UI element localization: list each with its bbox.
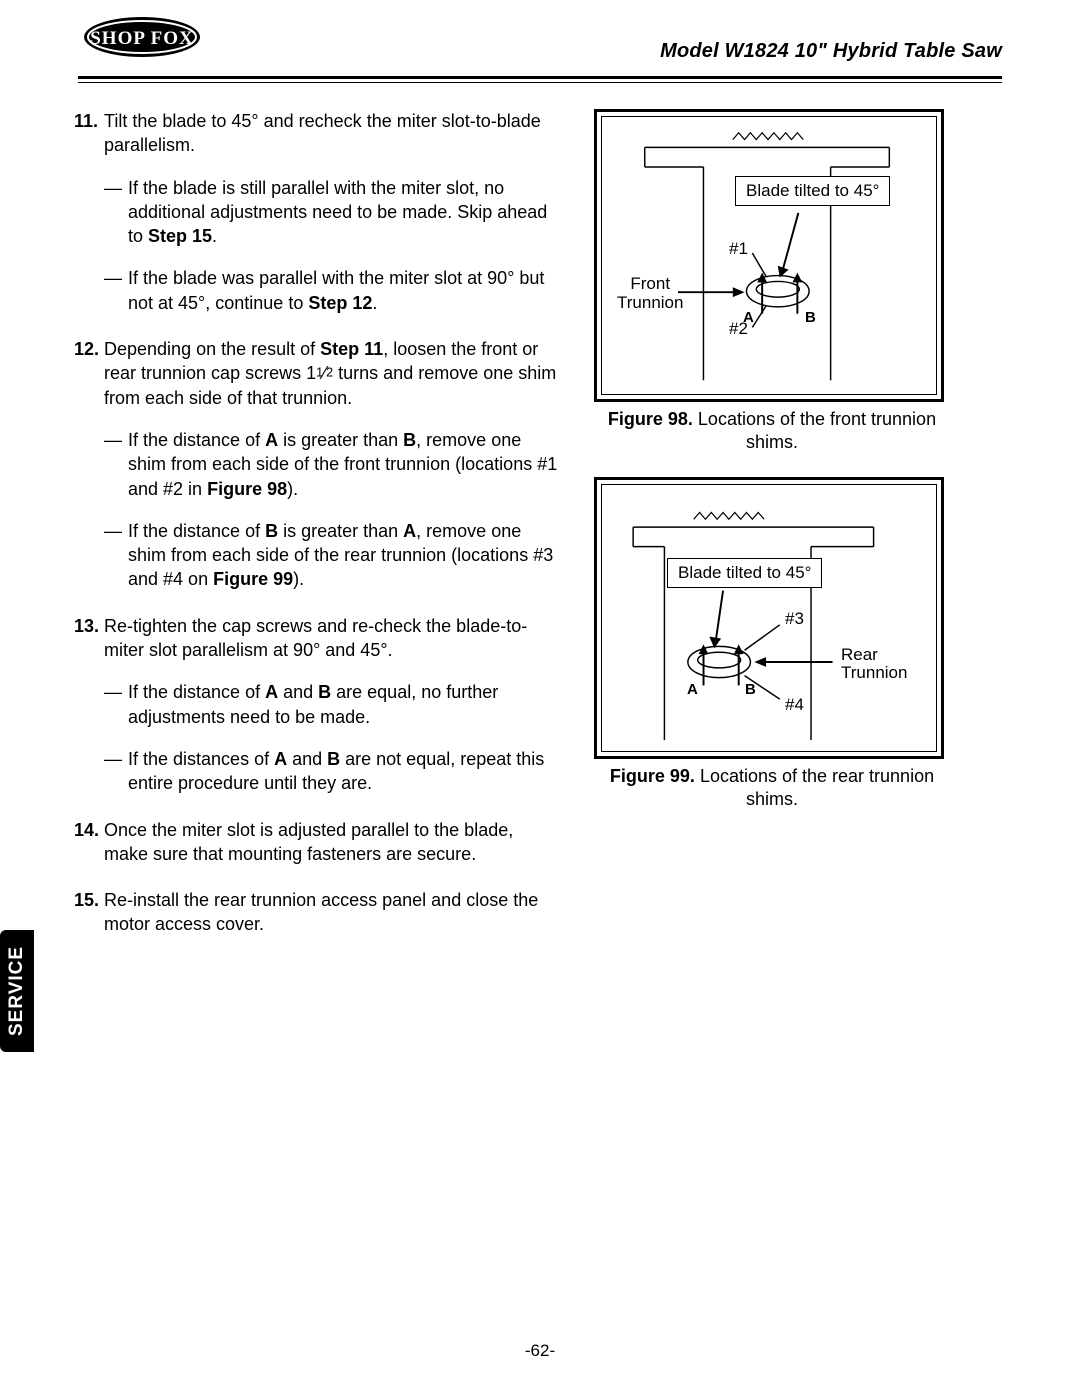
fig98-trunnion-label: Front Trunnion [617,275,683,312]
figure-99: Blade tilted to 45° #3 #4 Rear Trunnion … [594,477,950,812]
figure-99-diagram [605,488,933,748]
fig99-A: A [687,682,698,699]
step-item: 12.Depending on the result of Step 11, l… [104,337,558,592]
header-rule-thin [78,82,1002,83]
step-item: 15.Re-install the rear trunnion access p… [104,888,558,937]
fig99-blade-label: Blade tilted to 45° [667,558,822,588]
steps-list: 11.Tilt the blade to 45° and recheck the… [78,109,558,937]
page-number: -62- [0,1341,1080,1361]
step-subitem: If the distance of A and B are equal, no… [104,680,558,729]
fig98-hash1: #1 [729,240,748,259]
step-subitem: If the distance of B is greater than A, … [104,519,558,592]
logo-text: SHOP FOX [90,28,194,49]
page-header: SHOP FOX Model W1824 10" Hybrid Table Sa… [78,22,1002,70]
figure-98-diagram [605,120,933,391]
section-tab-service: SERVICE [0,930,34,1052]
model-title: Model W1824 10" Hybrid Table Saw [660,40,1002,63]
step-item: 11.Tilt the blade to 45° and recheck the… [104,109,558,315]
fig99-B: B [745,682,756,699]
fig98-blade-label: Blade tilted to 45° [735,176,890,206]
figure-98-caption: Figure 98. Locations of the front trunni… [594,408,950,455]
fig98-B: B [805,310,816,327]
step-item: 14.Once the miter slot is adjusted paral… [104,818,558,867]
manual-page: SHOP FOX Model W1824 10" Hybrid Table Sa… [0,0,1080,1397]
figure-99-caption: Figure 99. Locations of the rear trunnio… [594,765,950,812]
step-subitem: If the blade is still parallel with the … [104,176,558,249]
step-item: 13.Re-tighten the cap screws and re-chec… [104,614,558,796]
fig99-trunnion-label: Rear Trunnion [841,646,907,683]
fig99-hash4: #4 [785,696,804,715]
fig98-A: A [743,310,754,327]
figures-column: Blade tilted to 45° #1 #2 Front Trunnion… [594,109,950,959]
brand-logo: SHOP FOX [82,14,202,60]
figure-98: Blade tilted to 45° #1 #2 Front Trunnion… [594,109,950,455]
step-subitem: If the distance of A is greater than B, … [104,428,558,501]
step-subitem: If the blade was parallel with the miter… [104,266,558,315]
step-subitem: If the distances of A and B are not equa… [104,747,558,796]
fig99-hash3: #3 [785,610,804,629]
header-rule-thick [78,76,1002,79]
instructions-column: 11.Tilt the blade to 45° and recheck the… [78,109,558,959]
content-grid: 11.Tilt the blade to 45° and recheck the… [78,109,1002,959]
